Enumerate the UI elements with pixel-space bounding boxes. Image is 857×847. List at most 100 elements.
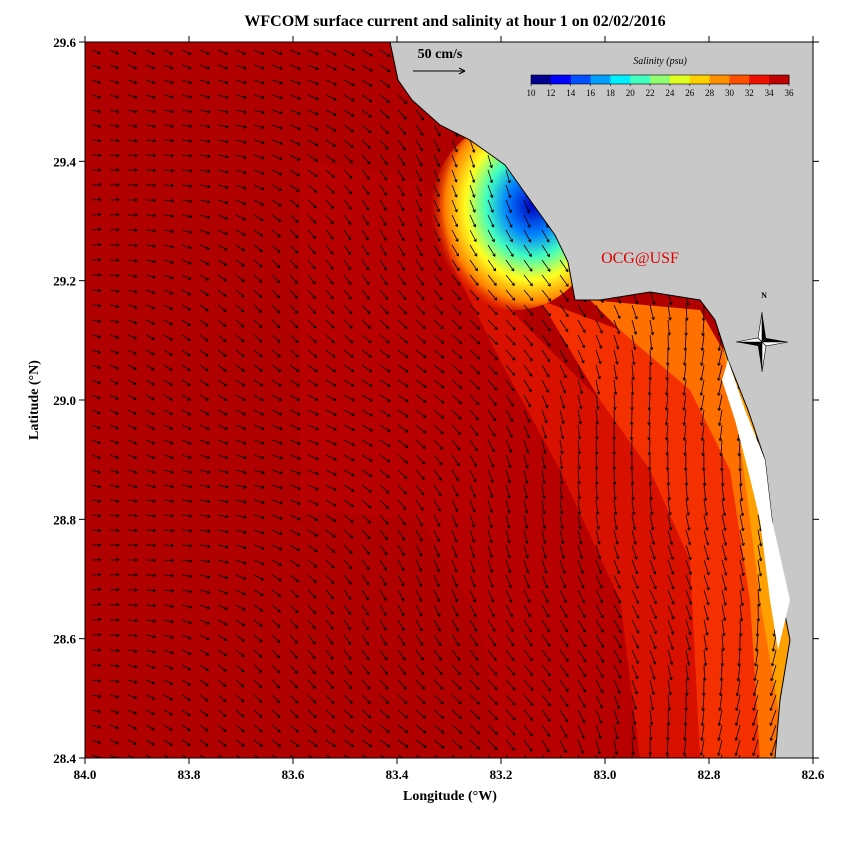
- current-vector: [415, 679, 426, 690]
- current-vector: [577, 514, 582, 530]
- current-vector: [127, 724, 137, 730]
- current-vector: [253, 424, 265, 430]
- current-vector: [700, 349, 705, 366]
- current-vector: [217, 604, 228, 610]
- current-vector: [379, 349, 391, 358]
- current-vector: [469, 304, 480, 315]
- current-vector: [163, 64, 174, 70]
- current-vector: [127, 319, 138, 325]
- current-vector: [685, 619, 692, 636]
- current-vector: [325, 259, 334, 270]
- current-vector: [325, 229, 334, 240]
- current-vector: [343, 394, 355, 402]
- current-vector: [91, 212, 102, 217]
- current-vector: [379, 634, 388, 646]
- current-vector: [307, 259, 316, 270]
- current-vector: [451, 259, 460, 272]
- current-vector: [271, 694, 281, 704]
- current-vector: [145, 168, 156, 173]
- colorbar-tick-label: 12: [546, 88, 555, 98]
- current-vector: [181, 484, 193, 489]
- current-vector: [325, 529, 336, 538]
- current-vector: [541, 469, 546, 485]
- current-vector: [289, 124, 301, 131]
- current-vector: [415, 214, 423, 227]
- current-vector: [613, 544, 620, 560]
- current-vector: [109, 694, 120, 699]
- current-vector: [217, 49, 228, 55]
- current-vector: [647, 424, 651, 441]
- current-vector: [307, 214, 317, 224]
- current-vector: [505, 244, 514, 257]
- colorbar-swatch: [570, 75, 592, 84]
- current-vector: [127, 573, 138, 577]
- current-vector: [718, 424, 723, 442]
- current-vector: [235, 274, 245, 283]
- current-vector: [163, 694, 173, 701]
- current-vector: [699, 394, 705, 411]
- current-vector: [541, 439, 547, 454]
- current-vector: [361, 664, 370, 675]
- current-vector: [505, 169, 511, 184]
- current-vector: [307, 349, 318, 358]
- current-vector: [541, 349, 551, 363]
- current-vector: [685, 499, 690, 516]
- current-vector: [145, 499, 156, 503]
- current-vector: [433, 169, 440, 183]
- current-vector: [397, 154, 406, 166]
- current-vector: [217, 709, 227, 718]
- current-vector: [343, 259, 352, 271]
- current-vector: [343, 574, 352, 585]
- current-vector: [163, 454, 174, 460]
- current-vector: [541, 739, 550, 753]
- current-vector: [127, 394, 137, 400]
- current-vector: [415, 169, 423, 182]
- current-vector: [127, 739, 137, 745]
- current-vector: [595, 589, 604, 604]
- current-vector: [487, 289, 498, 301]
- current-vector: [469, 724, 481, 735]
- current-vector: [127, 274, 138, 278]
- current-vector: [379, 604, 387, 616]
- current-vector: [469, 544, 476, 558]
- current-vector: [595, 364, 601, 380]
- current-vector: [361, 709, 372, 719]
- current-vector: [163, 739, 173, 746]
- current-vector: [770, 664, 777, 682]
- y-axis-label: Latitude (°N): [27, 360, 42, 440]
- current-vector: [682, 349, 687, 366]
- current-vector: [397, 634, 406, 646]
- current-vector: [487, 499, 493, 514]
- current-vector: [127, 709, 138, 715]
- current-vector: [145, 153, 156, 158]
- current-vector: [717, 409, 723, 427]
- current-vector: [505, 274, 515, 287]
- current-vector: [361, 634, 370, 646]
- current-vector: [289, 439, 301, 445]
- current-vector: [739, 574, 745, 592]
- current-vector: [701, 319, 705, 336]
- current-vector: [181, 124, 193, 128]
- current-vector: [289, 469, 301, 475]
- current-vector: [145, 259, 156, 264]
- current-vector: [469, 424, 479, 436]
- current-vector: [469, 214, 477, 228]
- current-vector: [271, 424, 283, 431]
- current-vector: [91, 499, 102, 503]
- current-vector: [647, 454, 652, 471]
- current-vector: [199, 304, 209, 312]
- current-vector: [307, 64, 319, 71]
- current-vector: [415, 424, 427, 434]
- current-vector: [379, 724, 391, 733]
- current-vector: [361, 379, 373, 387]
- current-vector: [451, 469, 460, 482]
- current-vector: [163, 49, 174, 55]
- current-vector: [379, 139, 389, 150]
- current-vector: [559, 679, 569, 692]
- current-vector: [451, 244, 460, 257]
- current-vector: [541, 544, 547, 559]
- current-vector: [523, 604, 532, 618]
- current-vector: [379, 94, 390, 104]
- current-vector: [648, 469, 653, 486]
- current-vector: [666, 724, 670, 741]
